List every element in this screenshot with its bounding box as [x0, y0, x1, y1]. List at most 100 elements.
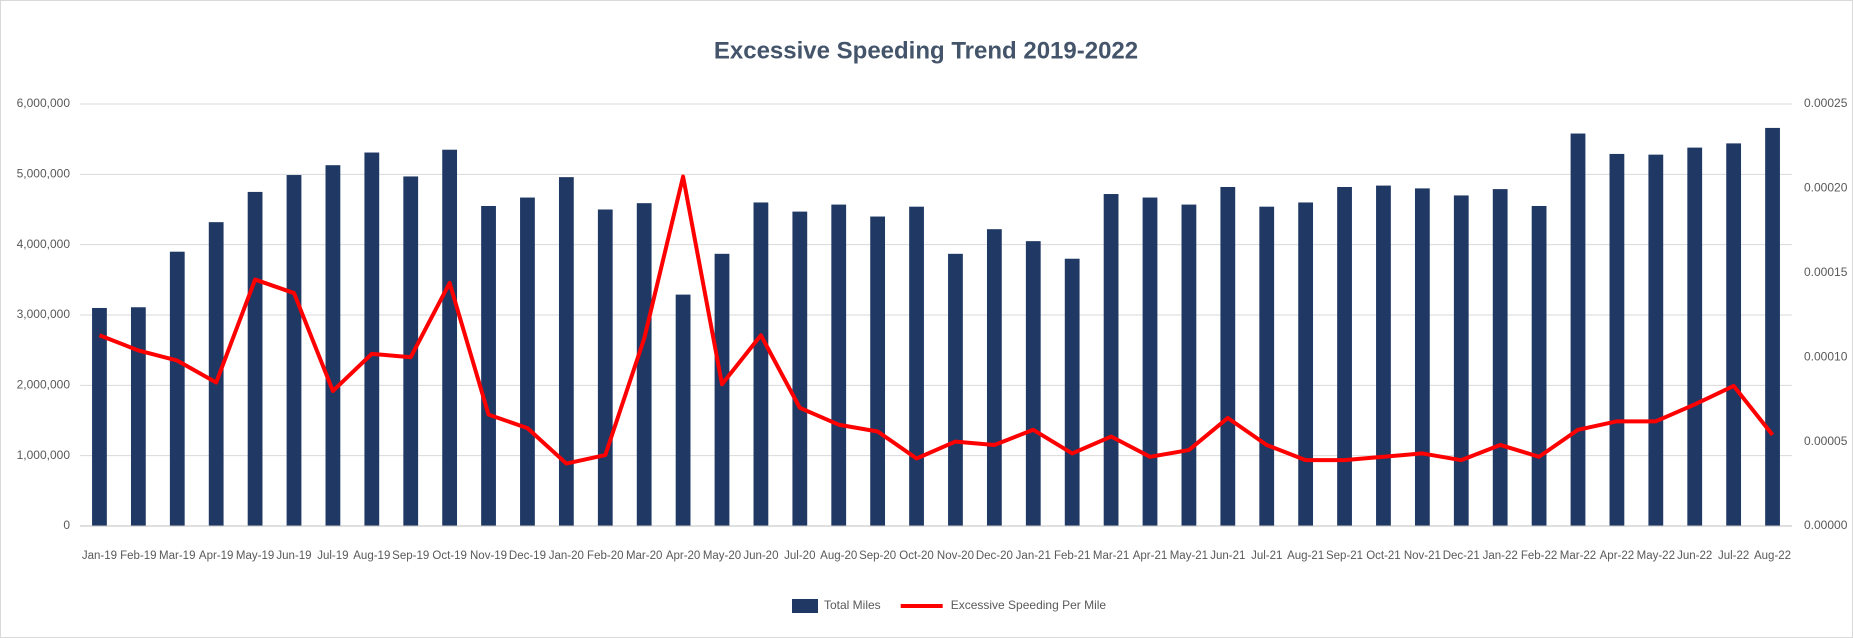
bar — [1570, 133, 1586, 527]
y-tick-label: 6,000,000 — [17, 96, 71, 110]
x-tick-label: Apr-19 — [199, 550, 234, 562]
y-tick-label: 4,000,000 — [17, 237, 71, 251]
bar — [1298, 202, 1314, 526]
y-tick-label: 2,000,000 — [17, 378, 71, 392]
legend-label: Total Miles — [824, 598, 881, 612]
bar — [286, 175, 302, 526]
x-tick-label: Mar-19 — [159, 550, 195, 562]
x-tick-label: May-19 — [236, 550, 274, 562]
x-tick-label: Dec-19 — [509, 550, 546, 562]
bar — [1181, 204, 1197, 526]
x-tick-label: Mar-21 — [1093, 550, 1129, 562]
legend-label: Excessive Speeding Per Mile — [951, 598, 1107, 612]
y-tick-label: 0 — [63, 518, 70, 532]
x-tick-label: Mar-20 — [626, 550, 662, 562]
bar — [1492, 189, 1508, 526]
bar — [1064, 258, 1080, 526]
bar — [520, 197, 535, 526]
bar — [597, 209, 613, 526]
x-tick-label: Jan-22 — [1483, 550, 1518, 562]
x-tick-label: Jul-20 — [784, 550, 815, 562]
bar — [1687, 147, 1703, 526]
x-tick-label: Aug-21 — [1287, 550, 1324, 562]
bar — [1609, 153, 1625, 527]
bar — [403, 176, 419, 526]
x-tick-label: Sep-20 — [859, 550, 896, 562]
bar — [1648, 154, 1664, 526]
bar — [364, 152, 380, 526]
x-tick-label: Jul-21 — [1251, 550, 1282, 562]
x-tick-label: Jun-21 — [1210, 550, 1245, 562]
x-tick-label: Aug-19 — [353, 550, 390, 562]
x-tick-label: Jun-19 — [276, 550, 311, 562]
x-tick-label: May-21 — [1170, 550, 1208, 562]
x-tick-label: Apr-20 — [666, 550, 701, 562]
bar — [986, 229, 1002, 526]
chart-title: Excessive Speeding Trend 2019-2022 — [714, 37, 1138, 64]
x-tick-label: Oct-20 — [899, 550, 934, 562]
y-tick-label: 3,000,000 — [17, 307, 71, 321]
x-tick-label: Feb-21 — [1054, 550, 1090, 562]
x-tick-label: Aug-20 — [820, 550, 857, 562]
x-tick-label: Feb-20 — [587, 550, 623, 562]
x-tick-label: Sep-19 — [392, 550, 429, 562]
x-tick-label: Apr-21 — [1133, 550, 1168, 562]
bar — [1414, 188, 1430, 526]
x-tick-label: Jan-21 — [1016, 550, 1051, 562]
bar — [1259, 206, 1275, 527]
bar — [1726, 143, 1742, 527]
y-tick-label: 5,000,000 — [17, 167, 71, 181]
bar — [247, 191, 263, 526]
bar — [442, 149, 458, 526]
bar — [948, 253, 963, 526]
bar — [1376, 185, 1391, 526]
x-tick-label: Apr-22 — [1600, 550, 1635, 562]
x-tick-label: Dec-20 — [976, 550, 1013, 562]
y2-tick-label: 0.00005 — [1804, 434, 1848, 448]
bar — [792, 211, 808, 527]
x-tick-label: May-20 — [703, 550, 741, 562]
bar — [325, 165, 341, 526]
x-tick-label: Mar-22 — [1560, 550, 1596, 562]
x-tick-label: Jan-20 — [549, 550, 584, 562]
bar — [1220, 186, 1236, 526]
bar — [1531, 205, 1547, 526]
x-tick-label: Feb-22 — [1521, 550, 1557, 562]
bar — [1025, 241, 1041, 526]
y-tick-label: 1,000,000 — [17, 448, 71, 462]
bar — [675, 294, 691, 526]
x-tick-label: Jun-22 — [1677, 550, 1712, 562]
y2-tick-label: 0.00010 — [1804, 349, 1848, 363]
bar — [831, 204, 847, 526]
bar — [558, 177, 574, 526]
bar — [1142, 197, 1158, 526]
bar — [1337, 186, 1352, 526]
bar — [92, 307, 107, 526]
y2-tick-label: 0.00025 — [1804, 96, 1848, 110]
bar — [130, 307, 146, 526]
x-tick-label: Nov-21 — [1404, 550, 1441, 562]
x-tick-label: Oct-21 — [1366, 550, 1401, 562]
bar — [753, 202, 769, 526]
legend-swatch — [792, 599, 818, 613]
x-tick-label: Aug-22 — [1754, 550, 1791, 562]
bar — [636, 203, 652, 527]
x-tick-label: Jan-19 — [82, 550, 117, 562]
y2-tick-label: 0.00020 — [1804, 181, 1848, 195]
bar — [1103, 194, 1119, 526]
bar — [870, 216, 886, 527]
x-tick-label: Sep-21 — [1326, 550, 1363, 562]
x-tick-label: Nov-19 — [470, 550, 507, 562]
bar — [169, 251, 185, 526]
x-tick-label: Dec-21 — [1443, 550, 1480, 562]
y2-tick-label: 0.00015 — [1804, 265, 1848, 279]
bar — [909, 206, 924, 527]
x-tick-label: May-22 — [1637, 550, 1675, 562]
line — [98, 174, 1775, 466]
y2-tick-label: 0.00000 — [1804, 518, 1848, 532]
x-tick-label: Nov-20 — [937, 550, 974, 562]
bar — [208, 222, 224, 526]
bar — [1453, 195, 1469, 526]
x-tick-label: Feb-19 — [120, 550, 156, 562]
